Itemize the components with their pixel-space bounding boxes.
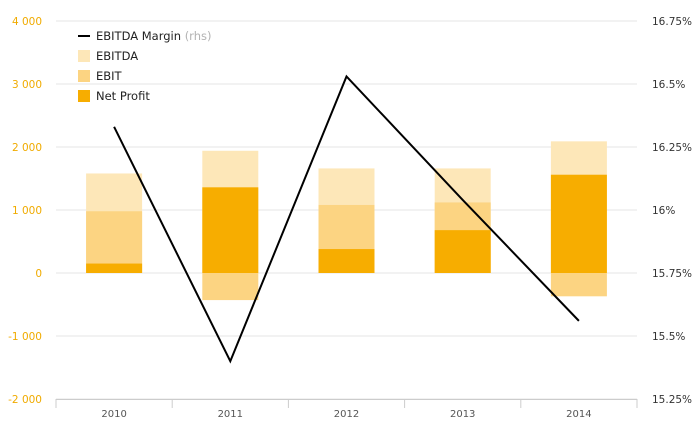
legend: EBITDA Margin (rhs) EBITDA EBIT Net Prof…: [78, 29, 211, 103]
margin-line-layer: [113, 74, 580, 364]
bar-net-profit: [202, 187, 259, 273]
right-tick-label: 16.75%: [652, 16, 692, 28]
right-tick-label: 15.5%: [652, 331, 685, 343]
x-axis: 2010 2011 2012 2013 2014: [55, 399, 638, 420]
x-tick-label: 2010: [101, 409, 126, 420]
legend-swatch-ebit: [78, 70, 90, 82]
right-axis-ticks: 15.25% 15.5% 15.75% 16% 16.25% 16.5% 16.75%: [652, 16, 692, 406]
right-tick-label: 16.5%: [652, 79, 685, 91]
bar-net-profit: [86, 263, 143, 273]
bar-net-profit: [550, 174, 607, 273]
bars: [86, 141, 607, 301]
left-tick-label: 4 000: [12, 16, 42, 28]
x-tick-label: 2013: [450, 409, 475, 420]
left-tick-label: 2 000: [12, 142, 42, 154]
left-axis-ticks: -2 000 -1 000 0 1 000 2 000 3 000 4 000: [8, 16, 42, 406]
left-tick-label: 1 000: [12, 205, 42, 217]
left-tick-label: -1 000: [8, 331, 42, 343]
right-tick-label: 15.75%: [652, 268, 692, 280]
right-tick-label: 16.25%: [652, 142, 692, 154]
x-tick-label: 2012: [334, 409, 359, 420]
x-tick-label: 2014: [566, 409, 591, 420]
legend-item-net-profit: Net Profit: [96, 89, 150, 103]
bar-ebit: [202, 273, 259, 301]
bar-ebit: [550, 273, 607, 297]
legend-swatch-ebitda: [78, 50, 90, 62]
legend-item-ebitda-margin: EBITDA Margin (rhs): [96, 29, 211, 43]
right-tick-label: 16%: [652, 205, 675, 217]
legend-item-ebit: EBIT: [96, 69, 123, 83]
legend-item-ebitda: EBITDA: [96, 49, 138, 63]
x-tick-label: 2011: [218, 409, 243, 420]
left-tick-label: -2 000: [8, 394, 42, 406]
bar-ebit: [86, 211, 143, 273]
left-tick-label: 3 000: [12, 79, 42, 91]
left-tick-label: 0: [35, 268, 42, 280]
bar-net-profit: [318, 249, 375, 273]
bar-net-profit: [434, 230, 491, 273]
legend-swatch-net-profit: [78, 90, 90, 102]
right-tick-label: 15.25%: [652, 394, 692, 406]
ebitda-margin-line: [113, 74, 580, 364]
